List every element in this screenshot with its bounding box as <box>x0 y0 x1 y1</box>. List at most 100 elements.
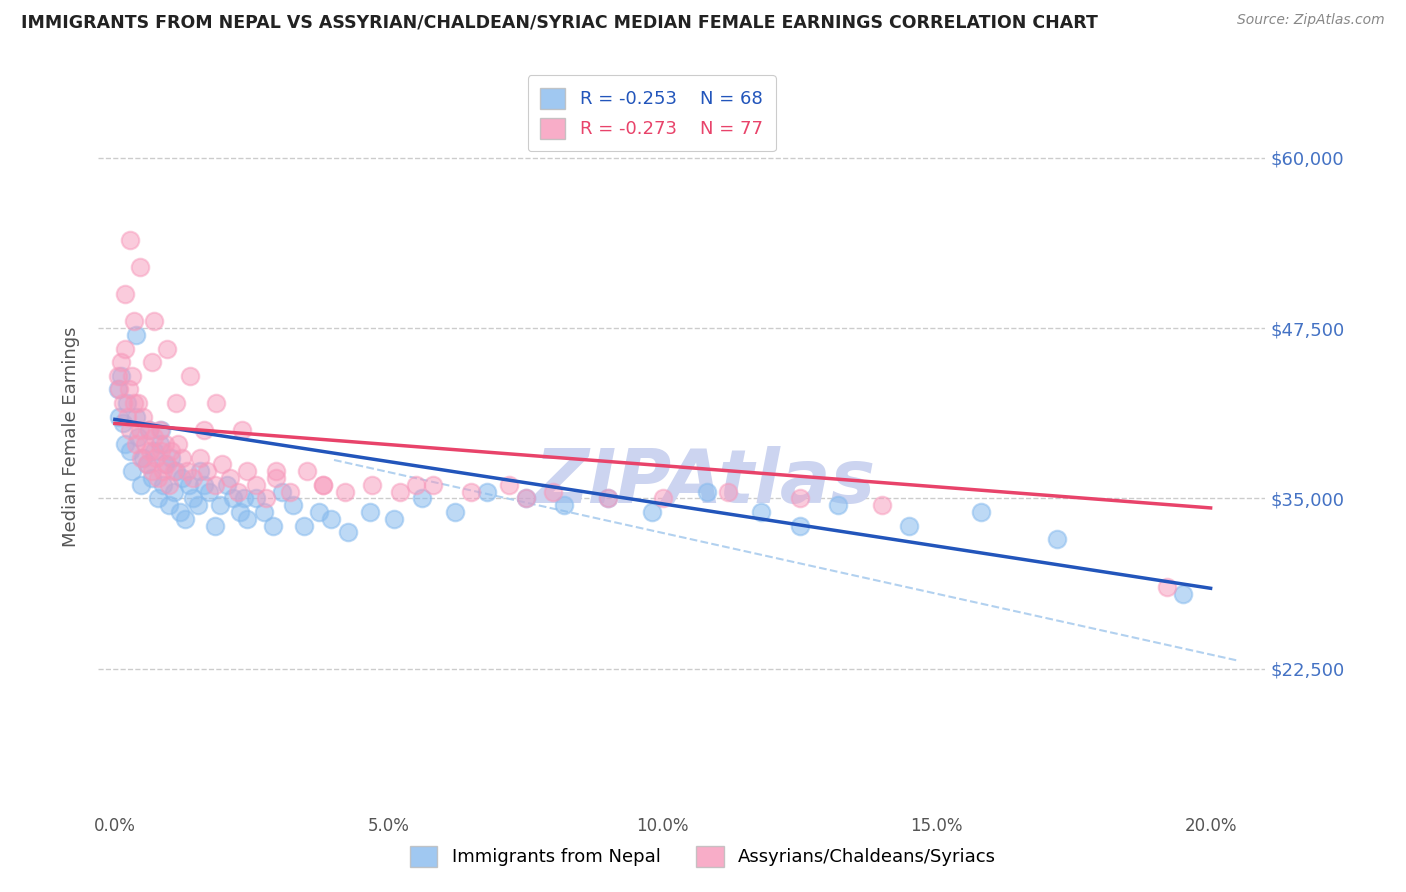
Point <box>312 477 335 491</box>
Point <box>405 477 427 491</box>
Point <box>114 287 136 301</box>
Point <box>143 430 166 444</box>
Point <box>477 484 499 499</box>
Point <box>271 484 294 499</box>
Point <box>1156 580 1178 594</box>
Text: IMMIGRANTS FROM NEPAL VS ASSYRIAN/CHALDEAN/SYRIAC MEDIAN FEMALE EARNINGS CORRELA: IMMIGRANTS FROM NEPAL VS ASSYRIAN/CHALDE… <box>21 13 1098 31</box>
Point <box>422 477 444 491</box>
Point <box>112 396 135 410</box>
Point <box>336 525 359 540</box>
Point <box>108 409 131 424</box>
Point <box>143 314 166 328</box>
Point <box>262 518 284 533</box>
Point <box>167 437 190 451</box>
Point <box>498 477 520 491</box>
Point <box>138 423 160 437</box>
Point <box>163 464 186 478</box>
Point <box>124 409 146 424</box>
Point <box>122 396 145 410</box>
Point <box>789 491 811 506</box>
Point <box>443 505 465 519</box>
Point <box>129 477 152 491</box>
Point <box>141 355 163 369</box>
Y-axis label: Median Female Earnings: Median Female Earnings <box>62 326 80 548</box>
Point <box>312 477 335 491</box>
Point <box>266 464 288 478</box>
Point <box>254 491 277 506</box>
Point <box>209 498 232 512</box>
Point <box>174 512 197 526</box>
Point <box>129 450 152 465</box>
Point <box>596 491 619 506</box>
Point <box>195 464 218 478</box>
Text: ZIPAtlas: ZIPAtlas <box>534 445 876 518</box>
Point <box>120 423 142 437</box>
Point <box>163 484 186 499</box>
Point <box>388 484 411 499</box>
Point <box>110 368 132 383</box>
Point <box>107 383 129 397</box>
Point <box>827 498 849 512</box>
Point <box>281 498 304 512</box>
Point <box>219 471 242 485</box>
Point <box>156 458 179 472</box>
Legend: R = -0.253    N = 68, R = -0.273    N = 77: R = -0.253 N = 68, R = -0.273 N = 77 <box>527 75 776 152</box>
Point <box>127 396 149 410</box>
Point <box>870 498 893 512</box>
Point <box>361 477 384 491</box>
Point <box>217 477 239 491</box>
Point <box>114 342 136 356</box>
Point <box>169 505 191 519</box>
Point <box>188 464 211 478</box>
Point <box>236 464 259 478</box>
Point <box>245 477 267 491</box>
Point <box>278 484 301 499</box>
Point <box>159 450 181 465</box>
Point <box>117 383 139 397</box>
Point <box>146 471 169 485</box>
Point <box>193 477 215 491</box>
Point <box>651 491 673 506</box>
Point <box>165 464 187 478</box>
Point <box>115 409 138 424</box>
Point <box>143 443 166 458</box>
Point <box>121 368 143 383</box>
Point <box>177 477 200 491</box>
Point <box>232 491 254 506</box>
Point <box>108 383 131 397</box>
Point <box>696 484 718 499</box>
Point <box>253 505 276 519</box>
Point <box>266 471 288 485</box>
Point <box>150 423 173 437</box>
Point <box>359 505 381 519</box>
Point <box>120 443 142 458</box>
Point <box>145 450 167 465</box>
Point <box>141 471 163 485</box>
Point <box>188 450 211 465</box>
Point <box>1173 587 1195 601</box>
Point <box>150 443 173 458</box>
Point <box>170 450 193 465</box>
Point <box>139 443 162 458</box>
Point <box>149 437 172 451</box>
Point <box>226 484 249 499</box>
Point <box>155 458 177 472</box>
Point <box>221 491 243 506</box>
Point <box>138 423 160 437</box>
Point <box>308 505 330 519</box>
Point <box>107 368 129 383</box>
Point <box>128 260 150 274</box>
Point <box>132 409 155 424</box>
Point <box>515 491 537 506</box>
Point <box>157 498 180 512</box>
Point <box>1046 533 1069 547</box>
Point <box>198 484 221 499</box>
Point <box>245 491 267 506</box>
Point <box>205 396 228 410</box>
Point <box>152 477 174 491</box>
Point <box>211 458 233 472</box>
Point <box>229 505 252 519</box>
Point <box>128 423 150 437</box>
Point <box>149 423 172 437</box>
Point <box>295 464 318 478</box>
